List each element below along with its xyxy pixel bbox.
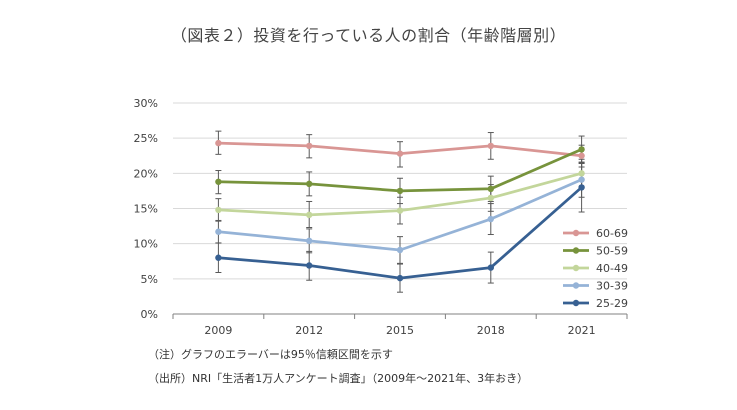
data-point-50-59 xyxy=(396,187,404,195)
legend-swatch-marker xyxy=(572,282,580,289)
data-point-25-29 xyxy=(578,184,585,191)
legend-swatch-marker xyxy=(572,299,580,307)
legend-label: 40-49 xyxy=(596,262,628,275)
data-point-25-29 xyxy=(215,254,222,261)
data-point-25-29 xyxy=(487,264,494,271)
chart-title: （図表２）投資を行っている人の割合（年齢階層別） xyxy=(170,26,567,45)
y-tick-label: 20% xyxy=(134,167,158,180)
data-point-60-69 xyxy=(396,150,404,157)
legend-label: 25-29 xyxy=(596,297,628,310)
legend-swatch-marker xyxy=(572,229,580,237)
data-point-40-49 xyxy=(215,206,222,214)
x-tick-label: 2018 xyxy=(477,324,505,337)
data-point-60-69 xyxy=(487,142,494,150)
note-source: （出所）NRI「生活者1万人アンケート調査」（2009年～2021年、3年おき） xyxy=(148,372,529,385)
legend-label: 30-39 xyxy=(596,280,628,293)
data-point-25-29 xyxy=(396,274,404,282)
data-point-30-39 xyxy=(306,237,313,245)
data-point-50-59 xyxy=(306,180,313,188)
data-point-60-69 xyxy=(306,142,313,150)
data-point-50-59 xyxy=(215,178,222,185)
x-tick-label: 2012 xyxy=(295,324,323,337)
data-point-50-59 xyxy=(578,146,585,153)
data-point-40-49 xyxy=(578,170,585,177)
data-points xyxy=(215,139,585,282)
y-tick-label: 0% xyxy=(141,308,158,321)
y-tick-label: 25% xyxy=(134,132,158,145)
data-point-30-39 xyxy=(215,228,222,235)
data-point-30-39 xyxy=(396,246,404,254)
data-point-25-29 xyxy=(306,262,313,269)
legend-swatch-marker xyxy=(572,247,580,254)
x-tick-label: 2015 xyxy=(386,324,414,337)
legend-swatch-marker xyxy=(572,264,580,272)
data-point-30-39 xyxy=(487,215,494,223)
data-point-40-49 xyxy=(306,211,313,219)
note-error-bars: （注）グラフのエラーバーは95％信頼区間を示す xyxy=(148,348,393,361)
data-point-60-69 xyxy=(578,152,585,159)
y-tick-label: 5% xyxy=(141,273,158,286)
data-point-40-49 xyxy=(487,194,494,202)
data-point-60-69 xyxy=(215,139,222,147)
legend-label: 50-59 xyxy=(596,245,628,258)
x-tick-label: 2009 xyxy=(204,324,232,337)
data-point-50-59 xyxy=(487,185,494,193)
x-tick-label: 2021 xyxy=(568,324,596,337)
y-tick-label: 30% xyxy=(134,97,158,110)
axis-layer: 0% 5% 10% 15% 20% 25% 30% 2009 2012 2015 2018 2021 xyxy=(134,97,628,337)
y-tick-label: 10% xyxy=(134,238,158,251)
data-point-30-39 xyxy=(578,176,585,183)
legend-label: 60-69 xyxy=(596,227,628,240)
y-tick-label: 15% xyxy=(134,203,158,216)
legend: 60-69 50-59 40-49 30-39 25-29 xyxy=(563,227,628,310)
data-point-40-49 xyxy=(396,207,404,214)
